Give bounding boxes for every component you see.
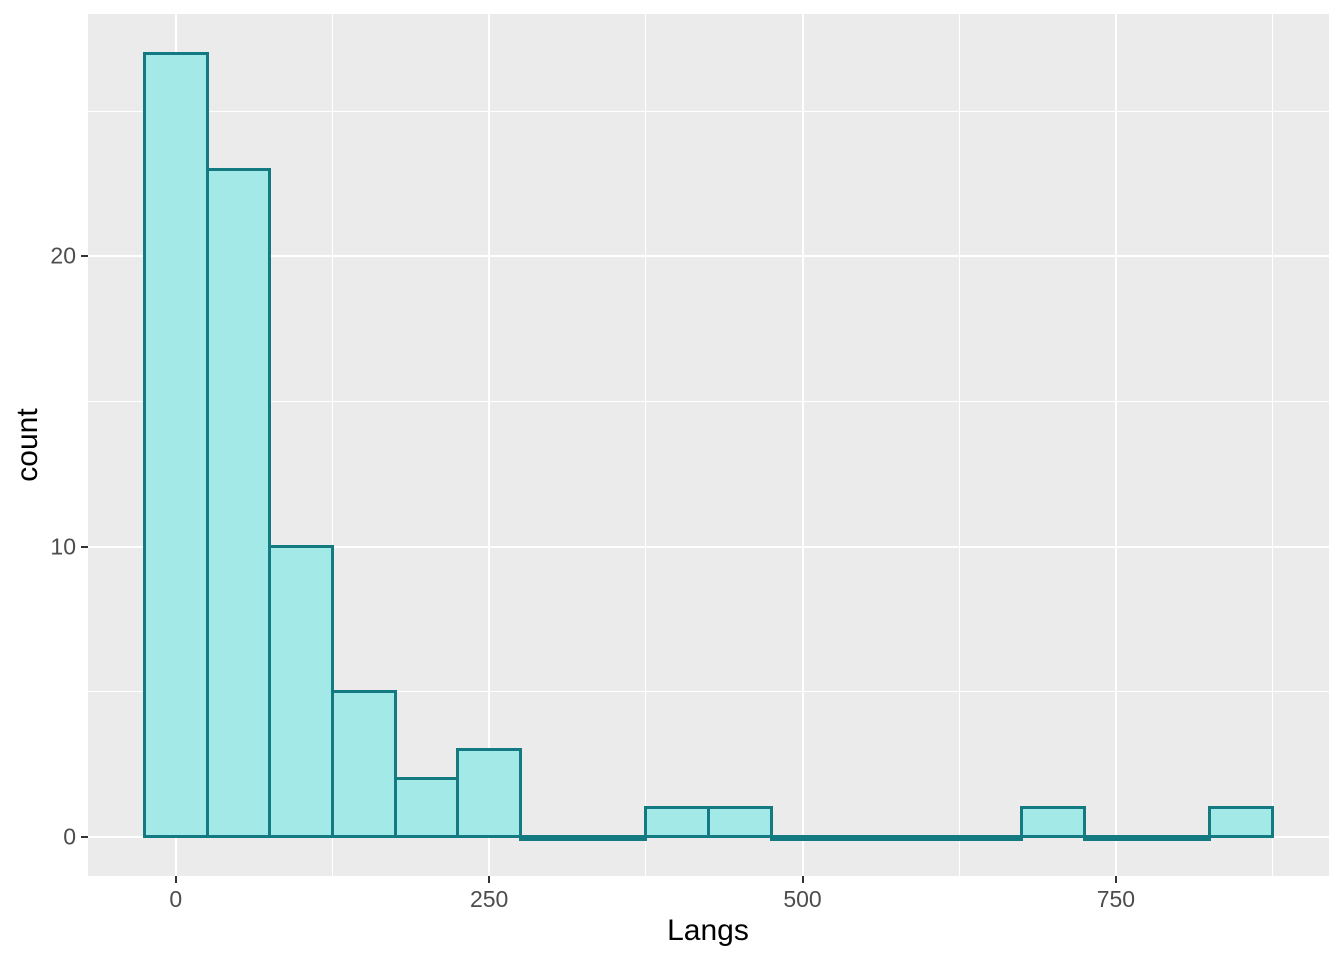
histogram-bar — [644, 806, 710, 839]
x-tick-mark — [1114, 876, 1117, 883]
histogram-bar — [581, 835, 648, 842]
histogram-bar — [957, 835, 1024, 842]
x-gridline-minor — [1272, 14, 1274, 876]
y-tick-label: 10 — [50, 533, 76, 560]
x-axis-title: Langs — [667, 914, 749, 947]
histogram-bar — [268, 545, 334, 839]
x-gridline-minor — [958, 14, 960, 876]
x-tick-mark — [801, 876, 804, 883]
x-gridline-major — [488, 14, 491, 876]
histogram-bar — [707, 806, 773, 839]
x-tick-mark — [174, 876, 177, 883]
y-axis-title: count — [11, 408, 44, 482]
y-tick-label: 0 — [63, 823, 76, 850]
histogram-bar — [142, 51, 209, 839]
histogram-bar — [330, 690, 397, 839]
x-tick-label: 500 — [783, 886, 822, 912]
x-tick-label: 0 — [169, 886, 183, 912]
y-tick-mark — [81, 545, 88, 548]
histogram-bar — [518, 835, 585, 842]
histogram-bar — [456, 748, 522, 839]
y-tick-label: 20 — [50, 242, 76, 269]
x-gridline-major — [801, 14, 804, 876]
y-gridline-major — [88, 255, 1329, 258]
histogram-bar — [832, 835, 899, 842]
y-gridline-minor — [88, 400, 1329, 402]
histogram-bar — [205, 167, 272, 839]
x-tick-label: 250 — [469, 886, 509, 912]
x-gridline-minor — [331, 14, 333, 876]
x-gridline-minor — [645, 14, 647, 876]
plot-panel — [88, 14, 1329, 876]
x-tick-mark — [488, 876, 491, 883]
y-tick-mark — [81, 835, 88, 838]
histogram-bar — [895, 835, 961, 842]
histogram-bar — [1208, 806, 1275, 839]
y-gridline-major — [88, 545, 1329, 548]
y-gridline-minor — [88, 691, 1329, 693]
y-gridline-minor — [88, 110, 1329, 112]
histogram-bar — [1145, 835, 1212, 842]
histogram-bar — [769, 835, 836, 842]
y-tick-mark — [81, 255, 88, 258]
x-gridline-major — [1114, 14, 1117, 876]
histogram-bar — [1020, 806, 1087, 839]
histogram-bar — [1083, 835, 1149, 842]
histogram-bar — [393, 777, 460, 839]
x-tick-label: 750 — [1096, 886, 1136, 912]
